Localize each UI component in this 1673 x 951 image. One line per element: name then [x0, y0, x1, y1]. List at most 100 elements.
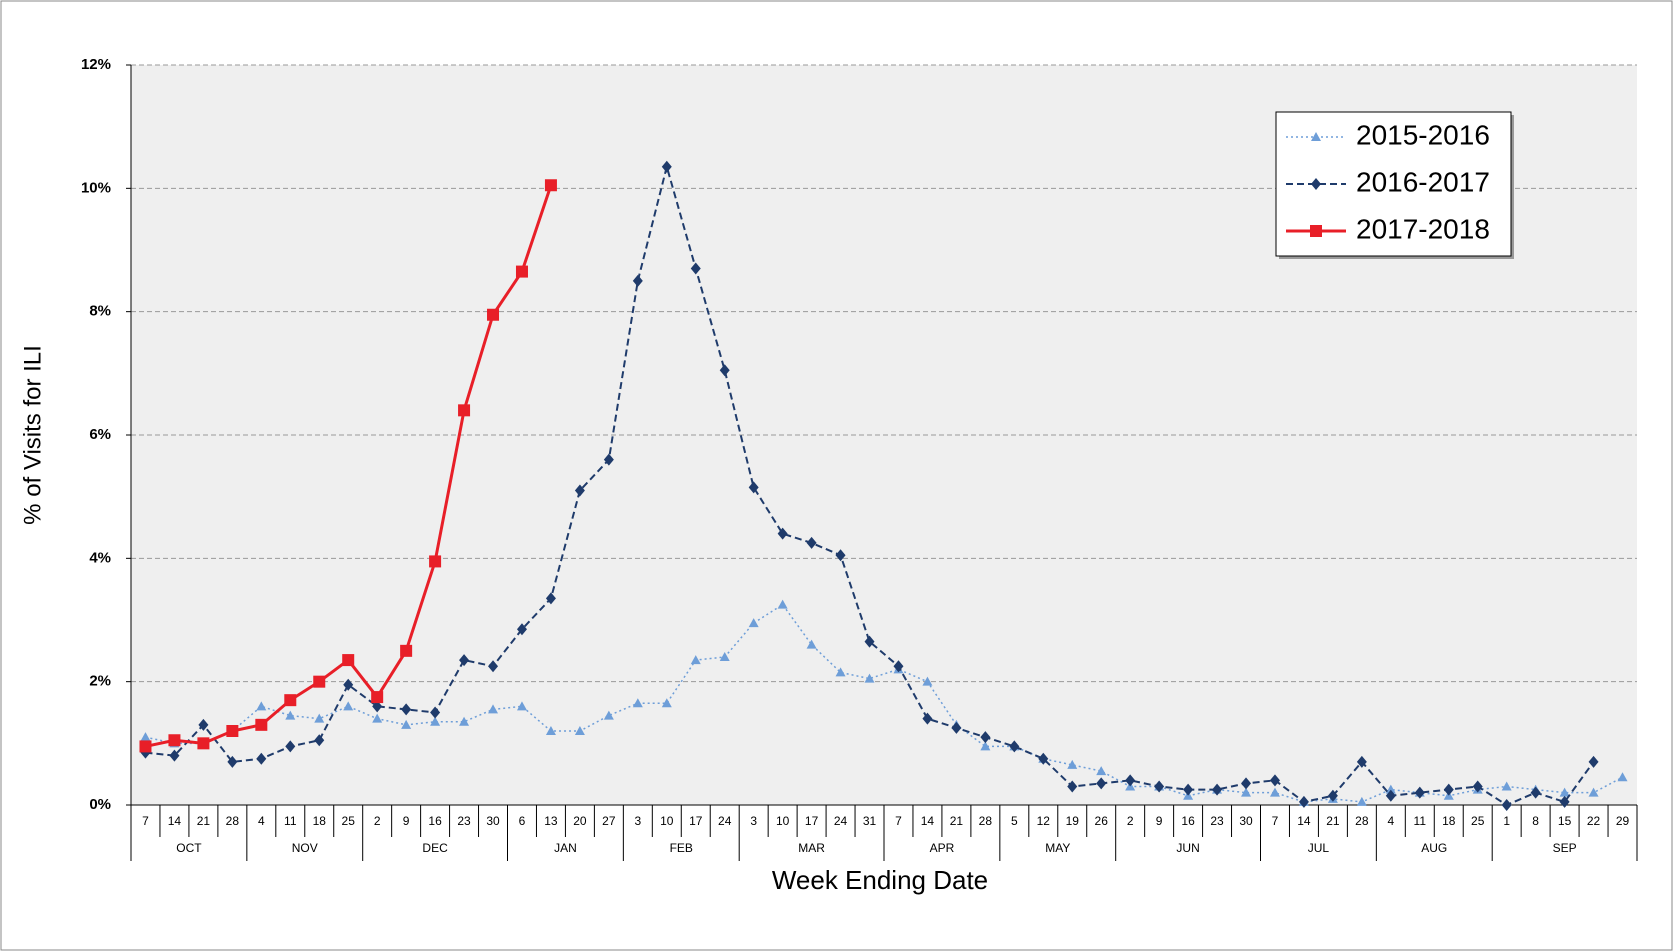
marker [1472, 780, 1483, 793]
marker [1559, 795, 1570, 808]
x-tick-label: 29 [1616, 814, 1630, 828]
marker [1385, 789, 1396, 802]
month-label: APR [930, 841, 955, 855]
x-tick-label: 24 [718, 814, 732, 828]
x-tick-label: 23 [1210, 814, 1224, 828]
x-tick-label: 3 [634, 814, 641, 828]
marker [314, 734, 325, 747]
legend: 2015-2016 2016-2017 2017-2018 [1275, 111, 1512, 257]
marker [458, 404, 471, 417]
marker [401, 719, 412, 729]
y-axis-label: % of Visits for ILI [19, 345, 46, 525]
x-tick-label: 15 [1558, 814, 1572, 828]
x-tick-label: 14 [1297, 814, 1311, 828]
marker [459, 654, 470, 667]
marker [430, 706, 441, 719]
x-tick-label: 11 [284, 814, 297, 828]
y-tick-label: 2% [89, 673, 111, 690]
marker [256, 752, 267, 765]
x-tick-label: 28 [1355, 814, 1369, 828]
marker [690, 262, 701, 275]
x-tick-label: 7 [1272, 814, 1279, 828]
marker [1067, 759, 1078, 769]
x-tick-label: 30 [1239, 814, 1253, 828]
x-tick-label: 9 [403, 814, 410, 828]
legend-label: 2017-2018 [1356, 213, 1490, 244]
month-label: DEC [422, 841, 448, 855]
x-tick-label: 10 [660, 814, 674, 828]
marker [1588, 755, 1599, 768]
marker [401, 703, 412, 716]
marker [922, 676, 933, 686]
marker [1559, 787, 1570, 797]
legend-label: 2015-2016 [1356, 119, 1490, 150]
month-label: JAN [554, 841, 577, 855]
x-tick-label: 20 [573, 814, 587, 828]
month-label: JUN [1176, 841, 1199, 855]
month-label: MAY [1045, 841, 1070, 855]
marker [1241, 777, 1252, 790]
x-tick-label: 3 [750, 814, 757, 828]
marker [835, 667, 846, 677]
marker [1298, 795, 1309, 808]
x-tick-label: 22 [1587, 814, 1601, 828]
marker [544, 179, 557, 192]
x-tick-label: 2 [1127, 814, 1134, 828]
month-label: NOV [292, 841, 318, 855]
x-tick-label: 5 [1011, 814, 1018, 828]
x-tick-label: 10 [776, 814, 790, 828]
marker [1212, 783, 1223, 796]
x-tick-label: 25 [1471, 814, 1485, 828]
marker [835, 549, 846, 562]
marker [284, 694, 297, 707]
marker [516, 701, 527, 711]
marker [574, 726, 585, 735]
marker [1356, 796, 1367, 806]
marker [748, 481, 759, 494]
x-tick-label: 11 [1414, 814, 1427, 828]
x-tick-label: 28 [979, 814, 993, 828]
marker [430, 716, 441, 726]
x-tick-label: 18 [313, 814, 327, 828]
y-tick-label: 6% [89, 426, 111, 443]
x-tick-label: 19 [1066, 814, 1080, 828]
marker [487, 308, 500, 321]
marker [980, 741, 991, 751]
marker [169, 749, 180, 762]
marker [864, 673, 875, 683]
series-line [145, 603, 1623, 803]
y-tick-label: 0% [89, 796, 111, 813]
x-tick-label: 4 [258, 814, 265, 828]
x-tick-label: 21 [950, 814, 964, 828]
marker [603, 453, 614, 466]
marker [690, 655, 701, 665]
marker [777, 599, 788, 609]
month-label: JUL [1308, 841, 1330, 855]
marker [980, 731, 991, 744]
marker [516, 623, 527, 636]
marker [661, 698, 672, 708]
marker [806, 536, 817, 549]
marker [922, 712, 933, 725]
marker [1067, 780, 1078, 793]
x-tick-label: 24 [834, 814, 848, 828]
marker [1501, 799, 1512, 811]
x-tick-label: 31 [863, 814, 877, 828]
x-tick-label: 6 [519, 814, 526, 828]
marker [1356, 755, 1367, 768]
x-tick-label: 30 [486, 814, 500, 828]
marker [343, 678, 354, 691]
marker [1530, 786, 1541, 799]
x-axis-label: Week Ending Date [772, 865, 988, 895]
x-tick-label: 27 [602, 814, 616, 828]
marker [343, 701, 354, 711]
marker [488, 704, 499, 714]
x-tick-label: 17 [805, 814, 819, 828]
marker [197, 737, 210, 750]
marker [140, 732, 151, 742]
marker [545, 726, 556, 735]
marker [1125, 774, 1136, 787]
marker [603, 710, 614, 720]
x-tick-label: 7 [895, 814, 902, 828]
